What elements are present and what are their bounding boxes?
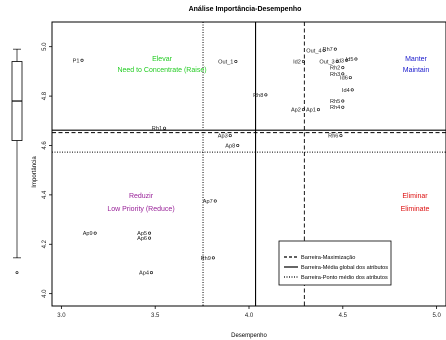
- x-axis-label: Desempenho: [231, 333, 267, 339]
- boxplot-outlier: [15, 271, 19, 275]
- quadrant-elevar-title: Elevar: [152, 56, 173, 63]
- quadrant-manter-title: Manter: [405, 56, 427, 63]
- point-label-id3: Id3: [336, 58, 344, 64]
- point-label-ap9: Ap9: [83, 231, 93, 237]
- y-axis-label: Importância: [32, 156, 38, 188]
- point-label-rh3: Rh3: [330, 72, 340, 78]
- legend-label-maximizacao: Barreira-Maximização: [301, 255, 355, 261]
- point-label-id5: Id5: [346, 57, 354, 63]
- point-label-rh9: Rh9: [201, 256, 211, 262]
- point-rh9: [211, 256, 215, 260]
- y-tick-label: 4.0: [42, 289, 48, 298]
- y-tick-label: 4.8: [42, 91, 48, 100]
- point-ap7: [213, 199, 217, 203]
- x-tick-label: 4.5: [339, 313, 348, 319]
- quadrant-eliminar-title: Eliminar: [402, 193, 428, 200]
- point-rh2: [341, 66, 345, 70]
- y-tick-label: 5.0: [42, 42, 48, 51]
- point-label-rh5: Rh5: [330, 99, 340, 105]
- point-label-ap8: Ap8: [225, 143, 235, 149]
- point-label-ap4: Ap4: [139, 271, 149, 277]
- point-label-rh2: Rh2: [330, 66, 340, 72]
- point-id3: [345, 58, 349, 62]
- point-out-4: [322, 48, 326, 52]
- point-label-out-4: Out_4: [306, 48, 321, 54]
- point-ap9: [93, 231, 97, 235]
- point-label-out-3: Out_3: [319, 60, 334, 66]
- point-label-rh1: Rh1: [152, 126, 162, 132]
- point-label-id4: Id4: [342, 88, 350, 94]
- point-rh3: [341, 72, 345, 76]
- point-ap3: [228, 134, 232, 138]
- point-label-id2: Id2: [293, 60, 301, 66]
- point-label-id6: Id6: [340, 76, 348, 82]
- point-label-rh7: Rh7: [323, 47, 333, 53]
- point-ap1: [316, 108, 320, 112]
- x-tick-label: 4.0: [245, 313, 254, 319]
- quadrant-reduzir-subtitle: Low Priority (Reduce): [107, 206, 174, 213]
- quadrant-labels: Elevar Need to Concentrate (Raise) Manter M…: [107, 56, 429, 213]
- point-rh4: [341, 105, 345, 109]
- x-tick-label: 3.5: [151, 313, 160, 319]
- point-label-p1: P1: [73, 58, 80, 64]
- point-label-ap3: Ap3: [218, 134, 228, 140]
- x-axis: 3.0 3.5 4.0 4.5 5.0: [57, 306, 441, 319]
- point-label-ap1: Ap1: [306, 108, 316, 114]
- point-label-out-1: Out_1: [218, 60, 233, 66]
- point-ap5: [148, 231, 152, 235]
- y-tick-label: 4.4: [42, 190, 48, 199]
- point-out-3: [335, 60, 339, 64]
- legend-label-ponto-medio: Barreira-Ponto médio dos atributos: [301, 275, 388, 281]
- point-label-rh6: Rh6: [328, 134, 338, 140]
- point-p1: [80, 58, 84, 62]
- point-ap4: [149, 271, 153, 275]
- point-rh5: [341, 99, 345, 103]
- point-ap8: [236, 143, 240, 147]
- quadrant-elevar-subtitle: Need to Concentrate (Raise): [117, 67, 206, 74]
- point-id5: [354, 57, 358, 61]
- legend-box: [278, 240, 392, 286]
- y-axis: 4.0 4.2 4.4 4.6 4.8 5.0: [42, 42, 52, 298]
- point-id2: [301, 60, 305, 64]
- point-id6: [348, 76, 352, 80]
- point-label-ap7: Ap7: [203, 199, 213, 205]
- point-label-rh8: Rh8: [253, 93, 263, 99]
- y-tick-label: 4.2: [42, 239, 48, 248]
- point-label-ap6: Ap6: [137, 236, 147, 242]
- chart-title: Análise Importância-Desempenho: [189, 6, 302, 13]
- x-tick-label: 3.0: [57, 313, 66, 319]
- point-id4: [350, 88, 354, 92]
- quadrant-reduzir-title: Reduzir: [129, 193, 154, 200]
- point-rh8: [264, 93, 268, 97]
- point-ap2: [301, 108, 305, 112]
- point-ap6: [148, 236, 152, 240]
- legend: Barreira-Maximização Barreira-Média glob…: [278, 240, 392, 286]
- point-out-1: [234, 60, 238, 64]
- point-label-ap5: Ap5: [137, 231, 147, 237]
- y-tick-label: 4.6: [42, 141, 48, 150]
- point-label-ap2: Ap2: [291, 108, 301, 114]
- quadrant-manter-subtitle: Maintain: [403, 67, 430, 74]
- point-label-rh4: Rh4: [330, 105, 340, 111]
- quadrant-eliminar-subtitle: Eliminate: [401, 206, 430, 213]
- point-rh7: [333, 47, 337, 51]
- point-rh1: [163, 126, 167, 130]
- legend-label-media-global: Barreira-Média global dos atributos: [301, 265, 388, 271]
- x-tick-label: 5.0: [432, 313, 441, 319]
- importance-boxplot: [11, 48, 23, 275]
- point-rh6: [339, 134, 343, 138]
